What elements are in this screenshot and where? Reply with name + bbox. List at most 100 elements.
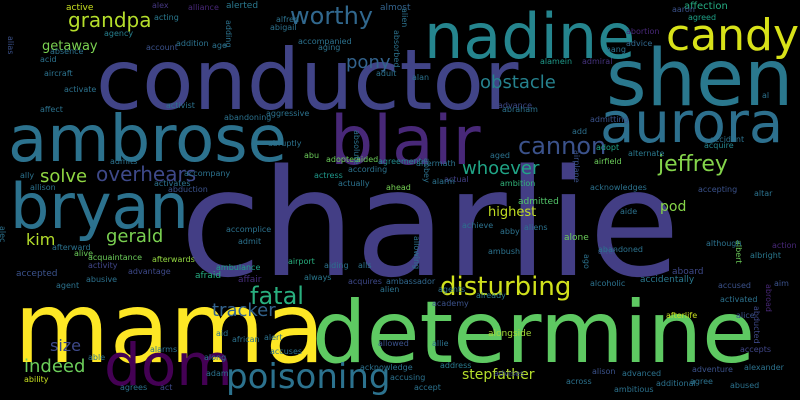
cloud-word: mama xyxy=(14,272,326,386)
cloud-word: agrees xyxy=(120,383,148,392)
cloud-word: always xyxy=(304,273,332,282)
cloud-word: academy xyxy=(432,299,469,308)
cloud-word: aged xyxy=(490,151,510,160)
cloud-word: alter xyxy=(598,247,617,256)
cloud-word: acquires xyxy=(348,277,382,286)
cloud-word: ambitious xyxy=(614,385,654,394)
cloud-word: airfield xyxy=(594,157,622,166)
cloud-word: alls xyxy=(358,261,372,270)
cloud-word: additional xyxy=(656,379,696,388)
cloud-word: airplane xyxy=(572,150,581,183)
cloud-word: although xyxy=(706,239,742,248)
cloud-word: across xyxy=(566,377,592,386)
cloud-word: alcoholic xyxy=(590,279,626,288)
cloud-word: agreed xyxy=(688,13,717,22)
cloud-word: achieve xyxy=(462,221,494,230)
cloud-word: obstacle xyxy=(480,72,556,93)
cloud-word: adopt xyxy=(596,143,620,152)
cloud-word: size xyxy=(50,336,82,355)
cloud-word: aging xyxy=(318,43,341,52)
cloud-word: abigail xyxy=(270,23,297,32)
cloud-word: agreement xyxy=(378,157,422,166)
cloud-word: ally xyxy=(20,171,35,180)
cloud-word: aaron xyxy=(672,5,695,14)
cloud-word: address xyxy=(440,361,472,370)
cloud-word: aid xyxy=(216,329,229,338)
cloud-word: abusive xyxy=(86,275,118,284)
cloud-word: overhears xyxy=(96,162,197,186)
cloud-word: addition xyxy=(176,39,209,48)
cloud-word: disturbing xyxy=(440,272,572,302)
cloud-word: abandoning xyxy=(224,113,272,122)
cloud-word: alone xyxy=(564,233,589,243)
cloud-word: whoever xyxy=(462,158,540,179)
cloud-word: african xyxy=(232,335,260,344)
cloud-word: activated xyxy=(720,295,758,304)
cloud-word: albright xyxy=(750,251,781,260)
cloud-word: kim xyxy=(26,230,56,249)
cloud-word: dom xyxy=(104,331,233,399)
cloud-word: activist xyxy=(166,101,195,110)
cloud-word: abortion xyxy=(626,27,660,36)
cloud-word: alongside xyxy=(488,329,532,339)
cloud-word: ambassador xyxy=(386,277,436,286)
cloud-word: abandoned xyxy=(598,245,643,254)
cloud-word: abruptly xyxy=(268,139,302,148)
cloud-word: alerted xyxy=(226,1,259,11)
cloud-word: abraham xyxy=(502,105,538,114)
cloud-word: already xyxy=(476,291,506,300)
cloud-word: aided xyxy=(356,155,379,164)
cloud-word: alfred xyxy=(276,15,300,24)
cloud-word: almost xyxy=(380,3,411,13)
cloud-word: acquaintance xyxy=(88,253,143,262)
cloud-word: abused xyxy=(730,381,760,390)
cloud-word: ability xyxy=(24,375,49,384)
cloud-word: alex xyxy=(152,1,169,10)
cloud-word: aliens xyxy=(524,223,548,232)
cloud-word: allowed xyxy=(378,339,409,348)
cloud-word: accusing xyxy=(390,373,426,382)
cloud-word: acknowledge xyxy=(360,363,413,372)
cloud-word: grandpa xyxy=(68,8,152,32)
cloud-word: aircraft xyxy=(44,69,73,78)
cloud-word: afterward xyxy=(52,243,91,252)
cloud-word: acknowledges xyxy=(590,183,647,192)
cloud-word: alliance xyxy=(188,3,219,12)
cloud-word: allie xyxy=(432,339,449,348)
cloud-word: airport xyxy=(288,257,315,266)
cloud-word: adam xyxy=(206,369,229,378)
cloud-word: affect xyxy=(40,105,63,114)
cloud-word: accident xyxy=(710,135,745,144)
cloud-word: aurora xyxy=(600,91,784,156)
cloud-word: aboard xyxy=(672,267,704,277)
cloud-word: act xyxy=(160,383,173,392)
cloud-word: age xyxy=(212,41,227,50)
cloud-word: abroad xyxy=(764,284,773,312)
cloud-word: activates xyxy=(154,179,191,188)
cloud-word: getaway xyxy=(42,39,98,54)
cloud-word: action xyxy=(772,241,797,250)
cloud-word: actual xyxy=(444,175,469,184)
cloud-word: alison xyxy=(592,367,616,376)
cloud-word: accepting xyxy=(698,185,738,194)
cloud-word: accompany xyxy=(184,169,231,178)
cloud-word: jeffrey xyxy=(658,152,728,177)
cloud-word: accuses xyxy=(270,347,303,356)
cloud-word: afterwards xyxy=(152,255,195,264)
cloud-word: along xyxy=(204,353,227,362)
cloud-word: agents xyxy=(438,285,466,294)
cloud-word: aftermath xyxy=(416,159,456,168)
cloud-word: adding xyxy=(224,20,233,48)
cloud-word: alan xyxy=(412,73,430,82)
cloud-word: adult xyxy=(376,69,397,78)
cloud-word: absence xyxy=(50,47,84,56)
cloud-word: adventure xyxy=(692,365,733,374)
cloud-word: highest xyxy=(488,205,537,220)
cloud-word: abu xyxy=(304,151,320,160)
cloud-word: accused xyxy=(718,281,751,290)
cloud-word: ambrose xyxy=(8,103,287,177)
cloud-word: ambulance xyxy=(216,263,261,272)
cloud-word: solve xyxy=(40,166,88,187)
cloud-word: agency xyxy=(104,29,134,38)
cloud-word: candy xyxy=(666,10,800,61)
